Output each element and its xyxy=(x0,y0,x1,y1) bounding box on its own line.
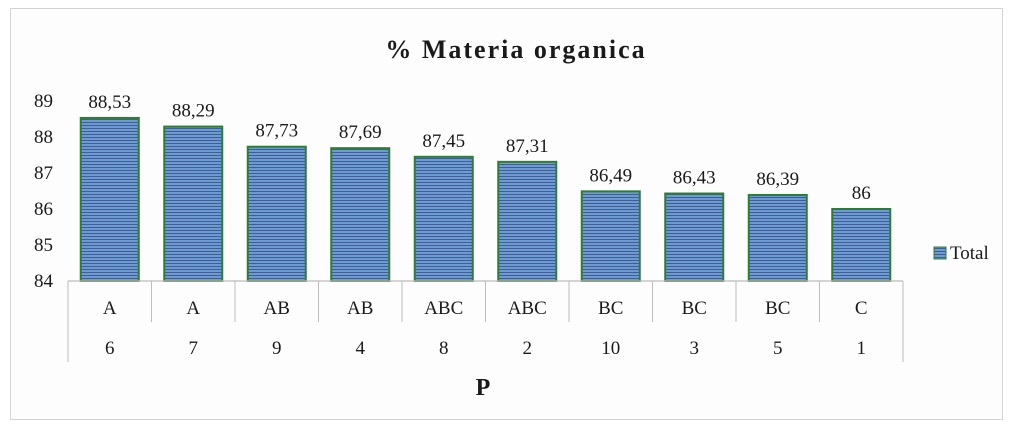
category-label: 1 xyxy=(857,338,867,359)
y-tick-label: 88 xyxy=(34,127,53,148)
bar xyxy=(664,192,725,283)
data-label: 86 xyxy=(852,183,871,204)
y-tick-label: 85 xyxy=(34,235,53,256)
bar xyxy=(163,125,224,282)
bar xyxy=(747,193,808,283)
category-label: 5 xyxy=(773,338,783,359)
data-label: 87,73 xyxy=(255,121,298,142)
data-label: 86,43 xyxy=(673,168,716,189)
data-label: 87,69 xyxy=(339,122,382,143)
bar xyxy=(79,116,140,282)
y-tick-label: 84 xyxy=(34,271,54,292)
y-tick-label: 87 xyxy=(34,163,53,184)
category-label: 2 xyxy=(523,338,533,359)
chart-title: % Materia organica xyxy=(385,35,646,64)
bar xyxy=(246,145,307,282)
category-group-label: AB xyxy=(347,298,373,319)
legend-label: Total xyxy=(950,243,989,264)
category-label: 7 xyxy=(189,338,199,359)
category-group-label: C xyxy=(855,298,868,319)
bar xyxy=(330,147,391,282)
data-label: 86,39 xyxy=(756,169,799,190)
category-group-label: ABC xyxy=(508,298,547,319)
category-group-label: AB xyxy=(264,298,290,319)
category-label: 8 xyxy=(439,338,449,359)
category-group-label: A xyxy=(103,298,117,319)
legend: Total xyxy=(933,243,989,264)
category-label: 9 xyxy=(272,338,282,359)
category-group-label: A xyxy=(186,298,200,319)
category-group-label: BC xyxy=(682,298,707,319)
category-label: 10 xyxy=(601,338,620,359)
bar xyxy=(580,190,641,282)
data-label: 88,53 xyxy=(88,92,131,113)
legend-swatch xyxy=(933,246,947,260)
bar xyxy=(413,155,474,282)
category-group-label: BC xyxy=(598,298,623,319)
x-axis-label: P xyxy=(476,375,491,401)
category-group-label: ABC xyxy=(424,298,463,319)
data-label: 87,45 xyxy=(422,131,465,152)
category-group-label: BC xyxy=(765,298,790,319)
data-label: 87,31 xyxy=(506,136,549,157)
bar xyxy=(497,160,558,282)
y-tick-label: 89 xyxy=(34,91,53,112)
data-label: 88,29 xyxy=(172,101,215,122)
y-tick-label: 86 xyxy=(34,199,53,220)
category-label: 4 xyxy=(356,338,366,359)
data-label: 86,49 xyxy=(589,165,632,186)
category-label: 6 xyxy=(105,338,115,359)
bar xyxy=(831,208,892,282)
category-label: 3 xyxy=(690,338,700,359)
